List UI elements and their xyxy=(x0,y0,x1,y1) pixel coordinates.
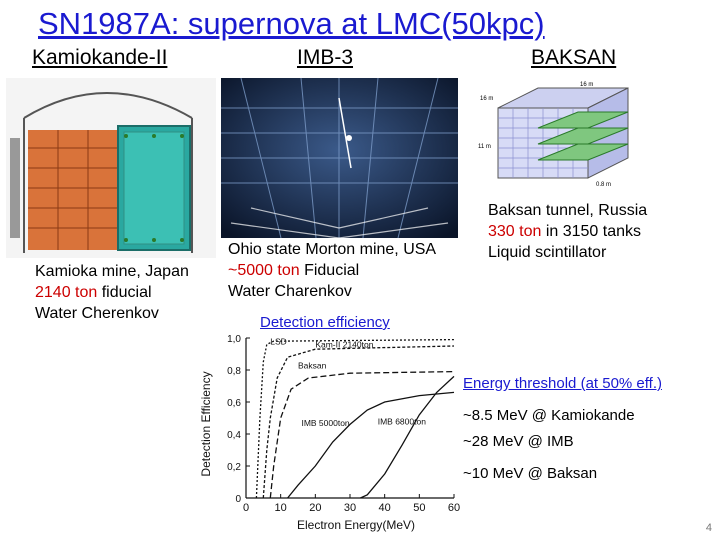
x-tick-label: 10 xyxy=(275,502,287,514)
imb-detector-image xyxy=(221,78,458,238)
baksan-dim-top: 16 m xyxy=(580,82,593,88)
x-tick-label: 50 xyxy=(413,502,425,514)
threshold-heading: Energy threshold (at 50% eff.) xyxy=(463,375,662,392)
series-label: IMB 5000ton xyxy=(301,418,349,428)
threshold-list: ~8.5 MeV @ Kamiokande ~28 MeV @ IMB ~10 … xyxy=(463,403,635,487)
series-label: Baksan xyxy=(298,360,327,370)
series-label: LSD xyxy=(270,336,287,346)
threshold-kamiokande: ~8.5 MeV @ Kamiokande xyxy=(463,407,635,424)
series-line xyxy=(287,391,455,499)
x-tick-label: 20 xyxy=(309,502,321,514)
threshold-imb: ~28 MeV @ IMB xyxy=(463,433,574,450)
kamiokande-mass-line: 2140 ton fiducial xyxy=(35,282,189,303)
y-tick-label: 0,2 xyxy=(227,462,241,473)
y-tick-label: 1,0 xyxy=(227,334,241,345)
series-label: IMB 6800ton xyxy=(378,416,426,426)
kamiokande-mass: 2140 ton xyxy=(35,284,98,301)
baksan-dim-depth: 16 m xyxy=(480,96,493,102)
baksan-mass-suffix: in 3150 tanks xyxy=(541,223,642,240)
baksan-location: Baksan tunnel, Russia xyxy=(488,202,648,219)
chart-x-label: Electron Energy(MeV) xyxy=(297,518,415,532)
imb-mass: ~5000 ton xyxy=(228,262,300,279)
x-tick-label: 0 xyxy=(243,502,249,514)
baksan-detector-image: 16 m 16 m 11 m 0.8 m xyxy=(478,78,634,190)
kamiokande-type: Water Cherenkov xyxy=(35,305,159,322)
series-line xyxy=(262,345,455,499)
imb-type: Water Charenkov xyxy=(228,283,352,300)
series-line xyxy=(360,375,455,499)
baksan-type: Liquid scintillator xyxy=(488,244,607,261)
imb-info: Ohio state Morton mine, USA ~5000 ton Fi… xyxy=(228,239,436,302)
imb-heading: IMB-3 xyxy=(297,46,354,69)
series-line xyxy=(255,338,455,499)
efficiency-heading: Detection efficiency xyxy=(260,314,390,331)
kamiokande-detector-image xyxy=(6,78,216,258)
baksan-info: Baksan tunnel, Russia 330 ton in 3150 ta… xyxy=(488,200,647,263)
baksan-mass: 330 ton xyxy=(488,223,542,240)
series-label: Kam-II 2140ton xyxy=(315,340,373,350)
kamiokande-location: Kamioka mine, Japan xyxy=(35,263,189,280)
y-tick-label: 0,6 xyxy=(227,398,241,409)
kamiokande-heading: Kamiokande-II xyxy=(32,46,168,69)
chart-y-label: Detection Efficiency xyxy=(199,371,213,476)
page-number: 4 xyxy=(705,522,712,534)
baksan-dim-base: 0.8 m xyxy=(596,182,611,188)
x-tick-label: 40 xyxy=(379,502,391,514)
imb-location: Ohio state Morton mine, USA xyxy=(228,241,437,258)
kamiokande-mass-suffix: fiducial xyxy=(97,284,152,301)
threshold-baksan: ~10 MeV @ Baksan xyxy=(463,465,598,482)
y-tick-label: 0 xyxy=(235,494,241,505)
efficiency-chart: 0 10 20 30 40 50 60 0 0,2 0,4 0,6 0,8 1,0 LSD Kam-II … xyxy=(196,330,468,535)
x-tick-label: 30 xyxy=(344,502,356,514)
baksan-dim-height: 11 m xyxy=(478,144,491,150)
series-line xyxy=(269,370,455,499)
imb-mass-suffix: Fiducial xyxy=(299,262,360,279)
x-tick-label: 60 xyxy=(448,502,460,514)
baksan-heading: BAKSAN xyxy=(531,46,617,69)
y-tick-label: 0,8 xyxy=(227,366,241,377)
kamiokande-info: Kamioka mine, Japan 2140 ton fiducial Wa… xyxy=(35,261,189,324)
imb-mass-line: ~5000 ton Fiducial xyxy=(228,260,436,281)
slide-title: SN1987A: supernova at LMC(50kpc) xyxy=(38,6,545,41)
y-tick-label: 0,4 xyxy=(227,430,241,441)
baksan-mass-line: 330 ton in 3150 tanks xyxy=(488,221,647,242)
